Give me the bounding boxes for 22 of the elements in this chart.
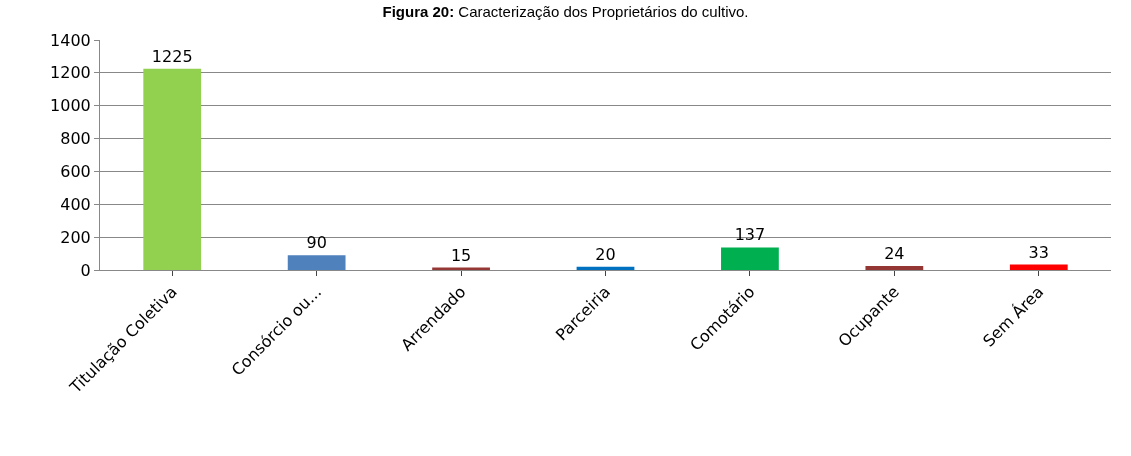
data-label: 137 [734,225,766,245]
data-label: 33 [1028,242,1049,262]
bar [865,266,924,270]
y-tick-label: 1400 [50,30,91,50]
y-tick-label: 600 [60,162,91,182]
y-tick-label: 0 [80,260,91,280]
data-label: 1225 [151,46,193,66]
chart-title: Figura 20: Caracterização dos Proprietários do cultivo. [382,3,749,21]
y-tick-label: 800 [60,129,91,149]
data-label: 20 [595,244,616,264]
data-label: 24 [884,244,905,264]
bar [143,68,202,270]
bar [1009,264,1068,270]
bar [287,255,346,270]
y-tick-label: 1000 [50,96,91,116]
y-tick-label: 400 [60,194,91,214]
bar [721,247,779,270]
y-tick-label: 200 [60,227,91,247]
y-tick-label: 1200 [50,63,91,83]
bar [576,266,635,270]
data-label: 90 [306,233,327,253]
data-label: 15 [450,245,472,265]
